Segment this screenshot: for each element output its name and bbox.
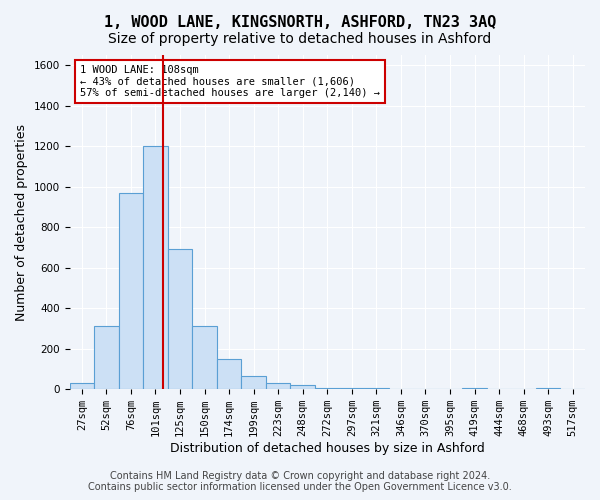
Y-axis label: Number of detached properties: Number of detached properties: [15, 124, 28, 320]
Bar: [340, 388, 364, 389]
Bar: [94, 326, 119, 389]
Bar: [315, 388, 340, 389]
Bar: [143, 146, 168, 389]
Bar: [217, 359, 241, 389]
Bar: [266, 383, 290, 389]
Text: 1 WOOD LANE: 108sqm
← 43% of detached houses are smaller (1,606)
57% of semi-det: 1 WOOD LANE: 108sqm ← 43% of detached ho…: [80, 65, 380, 98]
Bar: [192, 326, 217, 389]
Bar: [168, 250, 192, 389]
Text: 1, WOOD LANE, KINGSNORTH, ASHFORD, TN23 3AQ: 1, WOOD LANE, KINGSNORTH, ASHFORD, TN23 …: [104, 15, 496, 30]
Bar: [536, 388, 560, 389]
Bar: [462, 388, 487, 389]
Bar: [70, 383, 94, 389]
Bar: [364, 388, 389, 389]
Bar: [241, 376, 266, 389]
Bar: [119, 192, 143, 389]
Bar: [290, 385, 315, 389]
Text: Size of property relative to detached houses in Ashford: Size of property relative to detached ho…: [109, 32, 491, 46]
X-axis label: Distribution of detached houses by size in Ashford: Distribution of detached houses by size …: [170, 442, 485, 455]
Text: Contains HM Land Registry data © Crown copyright and database right 2024.
Contai: Contains HM Land Registry data © Crown c…: [88, 471, 512, 492]
